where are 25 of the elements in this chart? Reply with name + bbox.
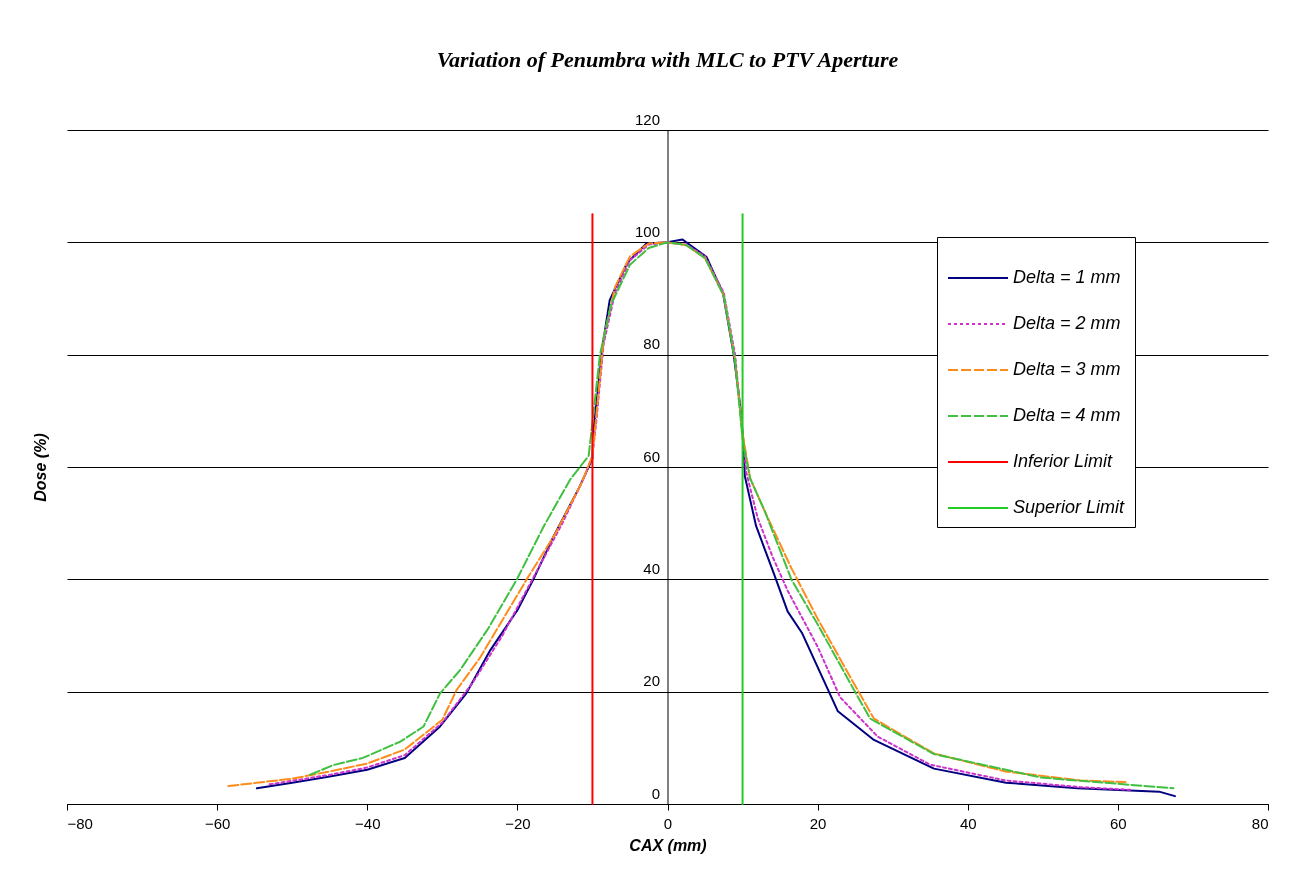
chart-title: Variation of Penumbra with MLC to PTV Aperture xyxy=(436,47,899,72)
x-axis-title: CAX (mm) xyxy=(629,836,707,854)
legend-label: Delta = 4 mm xyxy=(1013,405,1121,425)
legend-label: Delta = 1 mm xyxy=(1013,267,1121,287)
y-axis-title: Dose (%) xyxy=(31,433,49,502)
x-tick-label: 40 xyxy=(959,814,977,832)
x-tick-label: 80 xyxy=(1251,814,1269,832)
y-tick-label: 60 xyxy=(643,447,660,465)
legend-label: Superior Limit xyxy=(1013,497,1126,517)
y-tick-label: 40 xyxy=(643,559,660,577)
legend-label: Inferior Limit xyxy=(1013,451,1114,471)
x-tick-label: 20 xyxy=(809,814,827,832)
y-tick-label: 100 xyxy=(634,222,660,240)
legend-label: Delta = 2 mm xyxy=(1013,313,1121,333)
y-tick-label: 20 xyxy=(643,672,660,690)
x-tick-label: −80 xyxy=(67,814,93,832)
x-tick-label: −20 xyxy=(505,814,531,832)
y-tick-label: 0 xyxy=(651,784,660,802)
legend-label: Delta = 3 mm xyxy=(1013,359,1121,379)
y-tick-label: 80 xyxy=(643,335,660,353)
y-tick-label: 120 xyxy=(634,110,660,128)
x-tick-label: 0 xyxy=(663,814,673,832)
x-tick-label: 60 xyxy=(1110,814,1127,832)
x-tick-label: −40 xyxy=(355,814,381,832)
x-tick-label: −60 xyxy=(204,814,231,832)
